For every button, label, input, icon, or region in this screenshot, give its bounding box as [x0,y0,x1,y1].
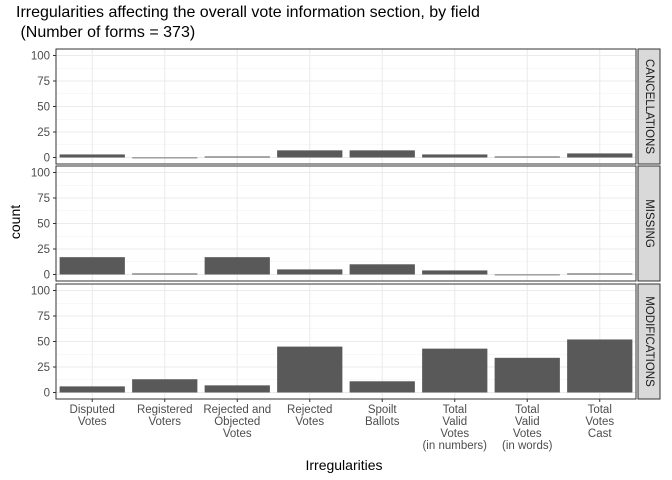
bar [204,257,270,275]
x-tick-label: Votes [513,428,542,440]
bar [494,357,560,393]
bar [132,273,198,275]
x-axis-title: Irregularities [305,457,382,473]
x-tick-label: Votes [223,428,252,440]
x-tick-label: Rejected [287,404,332,416]
chart-title-line1: Irregularities affecting the overall vot… [16,4,480,21]
chart-title-line2: (Number of forms = 373) [16,24,196,41]
bar [494,274,560,276]
bar [277,269,343,275]
x-tick-label: Votes [585,416,614,428]
x-tick-label: Objected [214,416,260,428]
bar [422,348,488,393]
x-tick-label: Valid [442,416,467,428]
y-tick-label: 25 [37,362,50,374]
y-tick-label: 75 [37,76,50,88]
facet-strip [637,165,661,282]
x-tick-label: (in numbers) [422,440,487,452]
facet-strip [637,48,661,165]
y-tick-label: 100 [31,286,50,298]
y-tick-label: 50 [37,219,50,231]
x-tick-label: Votes [78,416,107,428]
bar [567,153,633,158]
bar [59,386,125,393]
bar [494,156,560,158]
x-tick-label: Voters [148,416,181,428]
facet-strip-label: MISSING [643,199,655,248]
bar [277,150,343,158]
bar [204,156,270,158]
y-tick-label: 50 [37,337,50,349]
x-tick-label: Ballots [365,416,400,428]
x-tick-label: Disputed [70,404,115,416]
y-tick-label: 25 [37,244,50,256]
x-tick-label: Spoilt [368,404,398,416]
bar [59,257,125,275]
bar [349,150,415,158]
bar [132,379,198,393]
x-tick-label: Valid [515,416,540,428]
x-tick-label: Registered [137,404,193,416]
y-tick-label: 0 [44,153,50,165]
x-tick-label: Total [588,404,612,416]
bar [567,339,633,393]
y-tick-label: 100 [31,168,50,180]
bar [422,270,488,275]
facet-strip [637,283,661,400]
bar [422,154,488,158]
y-axis-title: count [7,205,23,239]
bar [277,346,343,393]
x-tick-label: Total [515,404,539,416]
bar [349,381,415,393]
x-tick-label: Votes [440,428,469,440]
y-tick-label: 0 [44,270,50,282]
bar [204,385,270,393]
x-tick-label: Cast [588,428,612,440]
y-tick-label: 100 [31,51,50,63]
facet-strip-label: CANCELLATIONS [643,59,655,154]
y-tick-label: 25 [37,127,50,139]
x-tick-label: (in words) [502,440,553,452]
bar [349,264,415,275]
x-tick-label: Total [443,404,467,416]
x-tick-label: Rejected and [203,404,271,416]
x-tick-label: Votes [295,416,324,428]
y-tick-label: 50 [37,102,50,114]
y-tick-label: 75 [37,311,50,323]
facet-strip-label: MODIFICATIONS [643,296,655,387]
y-tick-label: 0 [44,388,50,400]
bar [132,157,198,159]
y-tick-label: 75 [37,193,50,205]
bar [567,273,633,275]
bar [59,154,125,158]
